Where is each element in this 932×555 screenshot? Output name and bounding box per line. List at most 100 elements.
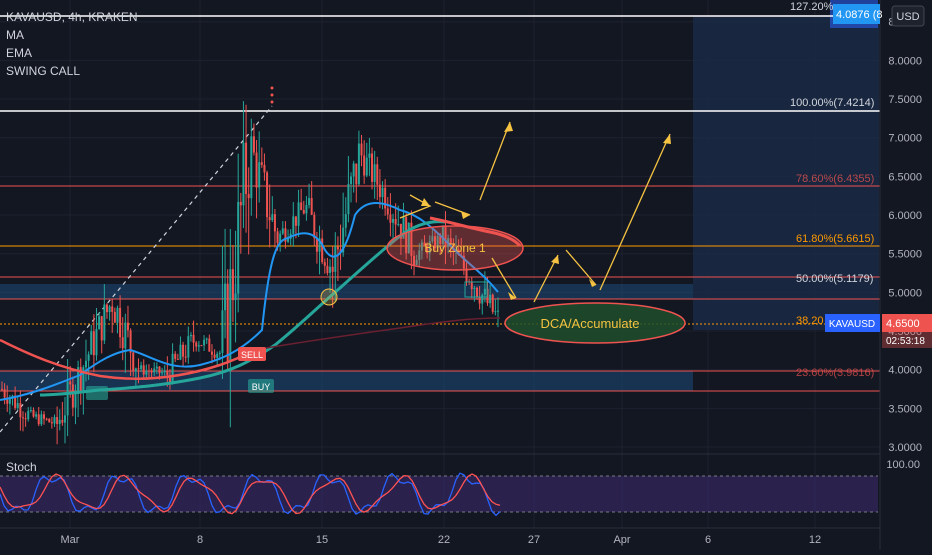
candle-body bbox=[373, 164, 376, 182]
candle-body bbox=[90, 331, 93, 355]
currency-button[interactable] bbox=[891, 5, 925, 27]
fib-label-100: 100.00%(7.4214) bbox=[790, 97, 874, 109]
candle-body bbox=[87, 354, 90, 361]
y-tick-label: 6.5000 bbox=[888, 171, 922, 183]
candle-body bbox=[397, 223, 400, 225]
symbol-tag-label: KAVAUSD bbox=[829, 319, 875, 330]
candle-body bbox=[42, 414, 45, 419]
candle-body bbox=[423, 242, 426, 246]
candle-body bbox=[50, 422, 53, 424]
candle-body bbox=[428, 241, 431, 254]
candle-body bbox=[221, 310, 224, 353]
y-tick-label: 7.5000 bbox=[888, 94, 922, 106]
candle-body bbox=[242, 142, 245, 206]
price-axis bbox=[880, 0, 932, 550]
candle-body bbox=[247, 193, 250, 199]
candle-body bbox=[378, 184, 381, 198]
candle-body bbox=[271, 214, 274, 221]
candle-body bbox=[187, 336, 190, 358]
candle-body bbox=[66, 381, 69, 416]
chart-legend: KAVAUSD, 4h, KRAKEN MA EMA SWING CALL bbox=[6, 8, 138, 80]
candle-body bbox=[355, 163, 358, 185]
candle-body bbox=[45, 418, 48, 420]
candle-body bbox=[179, 344, 182, 360]
y-tick-label: 3.5000 bbox=[888, 403, 922, 415]
candle-body bbox=[318, 238, 321, 252]
candle-body bbox=[100, 316, 103, 341]
candle-body bbox=[323, 262, 326, 266]
candle-body bbox=[8, 398, 11, 404]
candle-body bbox=[119, 307, 122, 338]
x-tick-label: 12 bbox=[809, 534, 821, 546]
candle-body bbox=[56, 417, 59, 424]
candle-body bbox=[287, 238, 290, 242]
candle-body bbox=[336, 246, 339, 250]
candle-body bbox=[98, 316, 101, 329]
candle-body bbox=[158, 366, 161, 374]
candle-body bbox=[145, 370, 148, 375]
candle-body bbox=[174, 353, 177, 359]
y-tick-label: 6.0000 bbox=[888, 210, 922, 222]
candle-body bbox=[168, 375, 171, 383]
last-price-label: 4.6500 bbox=[886, 318, 920, 330]
candle-body bbox=[61, 419, 64, 423]
candle-body bbox=[321, 238, 324, 263]
candle-body bbox=[103, 304, 106, 341]
candle-body bbox=[462, 255, 465, 269]
candle-body bbox=[82, 367, 85, 391]
y-tick-label: 3.0000 bbox=[888, 442, 922, 454]
indicator-ema[interactable]: EMA bbox=[6, 46, 33, 60]
candle-body bbox=[14, 395, 17, 408]
dca-ellipse bbox=[504, 302, 686, 344]
buy-zone-label: Buy Zone 1 bbox=[424, 241, 486, 255]
y-tick-label: 4.0000 bbox=[888, 365, 922, 377]
symbol-title: KAVAUSD, 4h, KRAKEN bbox=[6, 10, 138, 24]
arrow-path bbox=[565, 249, 597, 286]
swing-circle bbox=[320, 288, 338, 306]
candle-body bbox=[126, 322, 129, 331]
candle-body bbox=[27, 410, 30, 420]
candle-body bbox=[308, 198, 311, 206]
peak-dot bbox=[270, 100, 274, 104]
sell-tag bbox=[238, 347, 266, 361]
candle-body bbox=[37, 414, 40, 425]
candle-body bbox=[486, 288, 489, 304]
x-tick-label: Apr bbox=[613, 534, 630, 546]
fib-label-618: 61.80%(5.6615) bbox=[796, 233, 874, 245]
candle-body bbox=[32, 410, 35, 417]
candle-body bbox=[231, 269, 234, 301]
candle-body bbox=[478, 296, 481, 304]
indicator-ma[interactable]: MA bbox=[6, 28, 24, 42]
candle-body bbox=[208, 338, 211, 352]
currency-label[interactable]: USD bbox=[896, 11, 919, 23]
x-tick-label: 15 bbox=[316, 534, 328, 546]
candle-body bbox=[476, 287, 479, 297]
candle-body bbox=[420, 242, 423, 251]
peak-dot bbox=[270, 86, 274, 90]
candle-body bbox=[371, 153, 374, 182]
candle-body bbox=[347, 184, 350, 215]
fib-label-236: 23.60%(3.9816) bbox=[796, 367, 874, 379]
arrow-path bbox=[533, 254, 559, 303]
indicator-swing-call[interactable]: SWING CALL bbox=[6, 64, 81, 78]
candle-body bbox=[489, 294, 492, 304]
y-tick-label: 7.0000 bbox=[888, 133, 922, 145]
y-tick-label: 8.0000 bbox=[888, 55, 922, 67]
candle-body bbox=[21, 417, 24, 419]
projection-box bbox=[693, 16, 879, 330]
candle-body bbox=[405, 217, 408, 254]
candle-body bbox=[29, 410, 32, 412]
candle-body bbox=[189, 334, 192, 337]
dca-label: DCA/Accumulate bbox=[541, 316, 640, 331]
candle-body bbox=[184, 356, 187, 358]
x-tick-label: Mar bbox=[61, 534, 80, 546]
candle-body bbox=[205, 338, 208, 340]
candle-body bbox=[224, 283, 227, 311]
candle-body bbox=[95, 328, 98, 356]
candle-body bbox=[386, 208, 389, 215]
candle-body bbox=[497, 310, 499, 312]
candle-body bbox=[431, 236, 434, 242]
candle-body bbox=[192, 334, 195, 343]
